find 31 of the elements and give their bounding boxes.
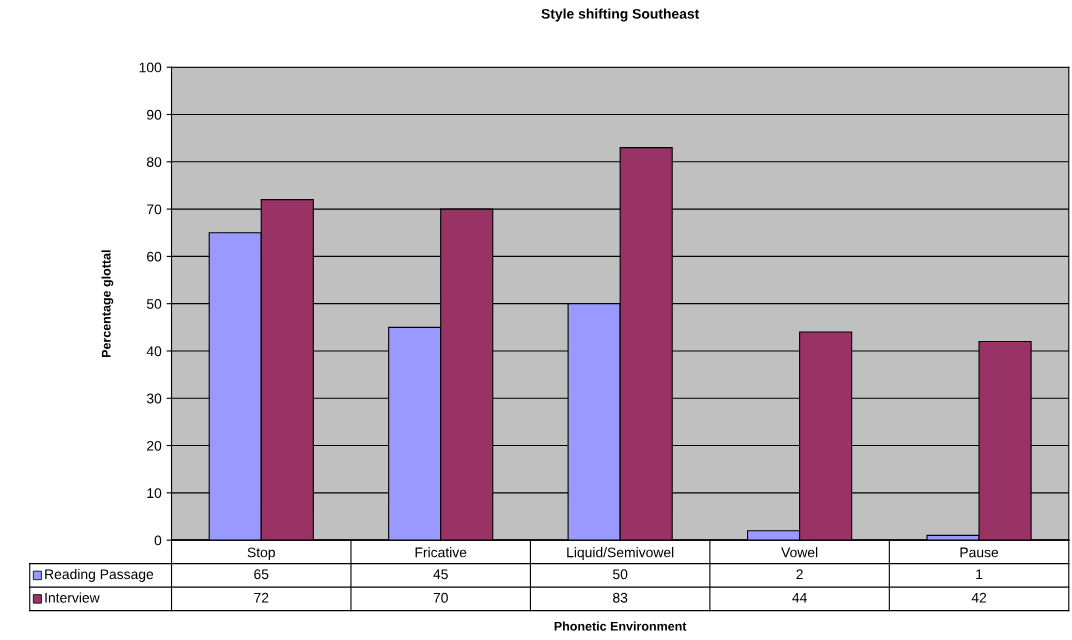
legend-label: Interview bbox=[45, 592, 100, 603]
y-tick-label: 0 bbox=[154, 535, 162, 546]
x-axis-title: Phonetic Environment bbox=[554, 621, 687, 631]
y-tick-label: 30 bbox=[146, 393, 162, 404]
y-tick-label: 100 bbox=[139, 62, 162, 73]
data-label: 42 bbox=[971, 592, 987, 603]
data-label: 2 bbox=[796, 569, 803, 579]
data-label: 83 bbox=[613, 592, 628, 603]
data-label: 44 bbox=[792, 592, 807, 603]
x-tick-label: Pause bbox=[960, 547, 999, 558]
data-label: 45 bbox=[433, 569, 448, 580]
chart-title: Style shifting Southeast bbox=[541, 8, 700, 22]
data-label: 50 bbox=[612, 569, 628, 580]
data-label: 1 bbox=[976, 569, 983, 579]
y-tick-label: 90 bbox=[147, 109, 162, 120]
y-axis-title: Percentage glottal bbox=[101, 250, 114, 358]
y-tick-label: 40 bbox=[146, 346, 162, 357]
y-tick-label: 60 bbox=[147, 251, 162, 262]
legend-label: Reading Passage bbox=[45, 568, 154, 582]
y-tick-label: 80 bbox=[146, 157, 162, 167]
x-tick-label: Liquid/Semivowel bbox=[567, 547, 674, 561]
y-tick-label: 10 bbox=[147, 488, 162, 499]
x-tick-label: Stop bbox=[247, 547, 275, 561]
x-tick-label: Vowel bbox=[781, 547, 818, 558]
x-tick-label: Fricative bbox=[415, 547, 467, 558]
data-label: 72 bbox=[254, 592, 269, 603]
data-label: 65 bbox=[254, 569, 269, 580]
y-tick-label: 70 bbox=[147, 204, 162, 215]
y-tick-label: 50 bbox=[146, 299, 162, 309]
data-label: 70 bbox=[433, 592, 448, 603]
y-tick-label: 20 bbox=[147, 440, 162, 451]
